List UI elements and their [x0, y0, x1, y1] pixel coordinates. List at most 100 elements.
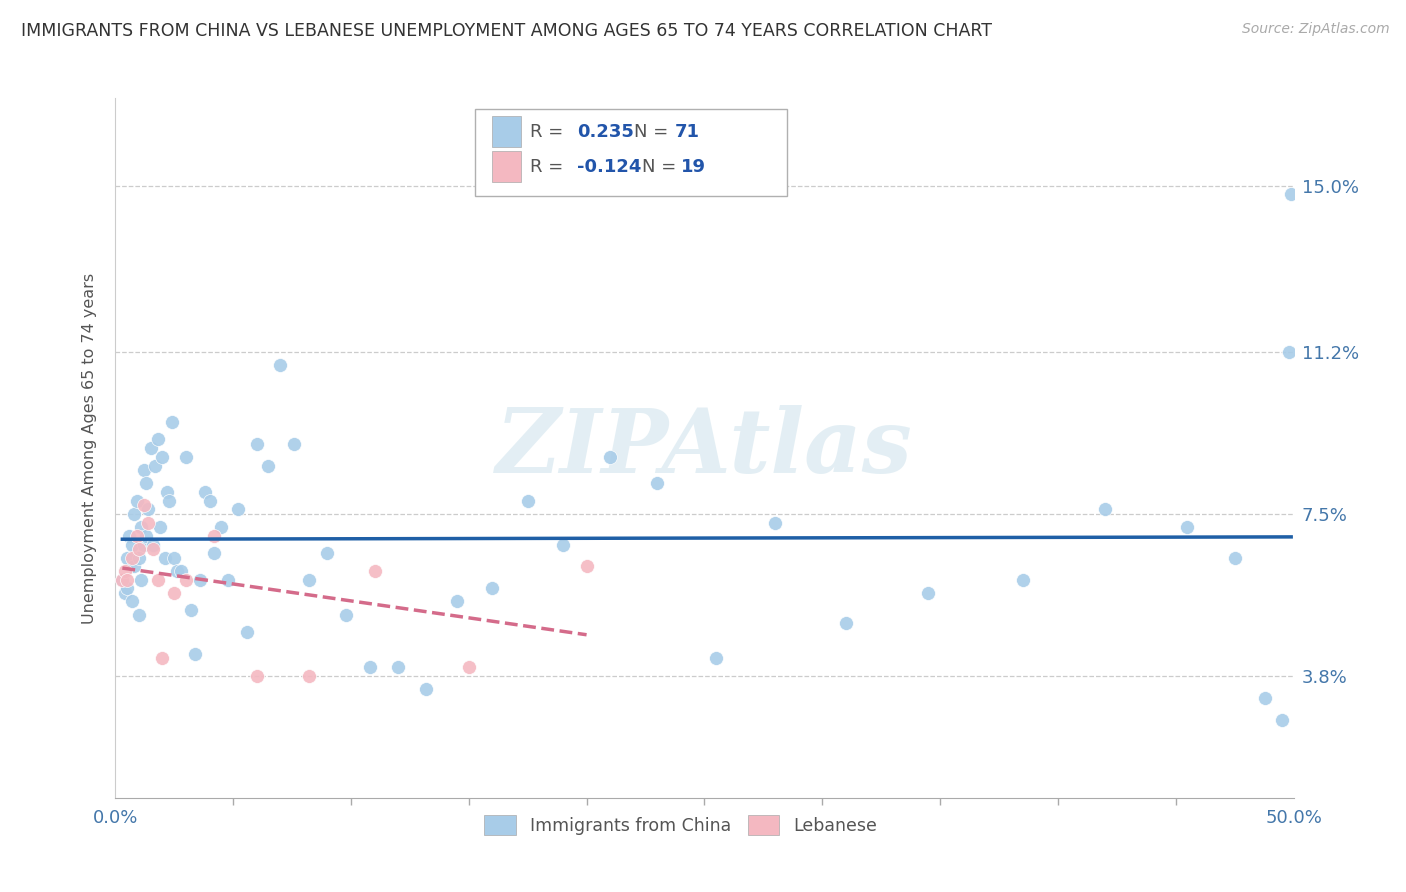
- Point: [111, 573, 134, 587]
- Point: [114, 564, 136, 578]
- Text: N =: N =: [634, 123, 673, 141]
- Text: ZIPAtlas: ZIPAtlas: [496, 405, 912, 491]
- Point: [118, 529, 141, 543]
- Point: [153, 550, 176, 565]
- Text: N =: N =: [643, 158, 682, 176]
- Point: [269, 358, 291, 372]
- Text: 0.235: 0.235: [576, 123, 634, 141]
- Point: [135, 476, 157, 491]
- Point: [516, 493, 538, 508]
- FancyBboxPatch shape: [475, 109, 787, 196]
- Point: [121, 594, 143, 608]
- Point: [160, 415, 183, 429]
- Point: [152, 450, 174, 464]
- Point: [136, 502, 159, 516]
- Point: [202, 529, 225, 543]
- Point: [704, 651, 727, 665]
- Point: [174, 573, 197, 587]
- Point: [1271, 713, 1294, 727]
- Point: [132, 498, 155, 512]
- Point: [111, 573, 134, 587]
- Text: Source: ZipAtlas.com: Source: ZipAtlas.com: [1241, 22, 1389, 37]
- Point: [115, 550, 138, 565]
- Point: [146, 433, 169, 447]
- Point: [645, 476, 668, 491]
- Point: [297, 669, 319, 683]
- Point: [359, 660, 381, 674]
- Point: [128, 607, 150, 622]
- Point: [283, 437, 305, 451]
- Point: [246, 669, 269, 683]
- Point: [194, 485, 217, 500]
- Point: [132, 537, 155, 551]
- Text: -0.124: -0.124: [576, 158, 641, 176]
- Point: [115, 582, 138, 596]
- Point: [163, 585, 186, 599]
- Point: [599, 450, 621, 464]
- Point: [763, 516, 786, 530]
- Point: [1094, 502, 1116, 516]
- Text: R =: R =: [530, 158, 569, 176]
- Point: [1011, 573, 1033, 587]
- Point: [170, 564, 193, 578]
- Point: [297, 573, 319, 587]
- Point: [257, 458, 280, 473]
- Point: [457, 660, 479, 674]
- Point: [142, 537, 165, 551]
- Legend: Immigrants from China, Lebanese: Immigrants from China, Lebanese: [478, 808, 884, 842]
- Y-axis label: Unemployment Among Ages 65 to 74 years: Unemployment Among Ages 65 to 74 years: [82, 273, 97, 624]
- Point: [246, 437, 269, 451]
- Point: [198, 493, 221, 508]
- Point: [1279, 187, 1302, 202]
- Point: [152, 651, 174, 665]
- Point: [387, 660, 409, 674]
- Point: [128, 550, 150, 565]
- Point: [1177, 520, 1199, 534]
- Point: [180, 603, 202, 617]
- Point: [1254, 690, 1277, 705]
- Point: [115, 573, 138, 587]
- Point: [1278, 345, 1301, 359]
- Point: [174, 450, 197, 464]
- Point: [316, 546, 339, 560]
- Point: [139, 442, 162, 455]
- Point: [159, 493, 181, 508]
- Point: [217, 573, 239, 587]
- Point: [125, 529, 148, 543]
- Point: [209, 520, 232, 534]
- Point: [226, 502, 249, 516]
- Point: [575, 559, 598, 574]
- Point: [551, 537, 574, 551]
- Point: [917, 585, 939, 599]
- Bar: [492, 151, 520, 183]
- Point: [156, 485, 179, 500]
- Point: [184, 647, 207, 661]
- Point: [166, 564, 188, 578]
- Point: [129, 520, 152, 534]
- Text: 19: 19: [681, 158, 706, 176]
- Point: [335, 607, 357, 622]
- Point: [1223, 550, 1246, 565]
- Point: [149, 520, 172, 534]
- Point: [143, 458, 166, 473]
- Point: [146, 573, 169, 587]
- Text: 71: 71: [675, 123, 700, 141]
- Point: [122, 507, 145, 521]
- Text: R =: R =: [530, 123, 569, 141]
- Point: [122, 559, 145, 574]
- Point: [132, 463, 155, 477]
- Point: [129, 573, 152, 587]
- Point: [128, 541, 150, 556]
- Point: [363, 564, 385, 578]
- Point: [163, 550, 186, 565]
- Bar: [492, 116, 520, 147]
- Point: [142, 541, 165, 556]
- Point: [446, 594, 468, 608]
- Point: [125, 493, 148, 508]
- Point: [236, 625, 259, 640]
- Point: [114, 585, 136, 599]
- Point: [481, 582, 503, 596]
- Text: IMMIGRANTS FROM CHINA VS LEBANESE UNEMPLOYMENT AMONG AGES 65 TO 74 YEARS CORRELA: IMMIGRANTS FROM CHINA VS LEBANESE UNEMPL…: [21, 22, 993, 40]
- Point: [415, 681, 437, 696]
- Point: [202, 546, 225, 560]
